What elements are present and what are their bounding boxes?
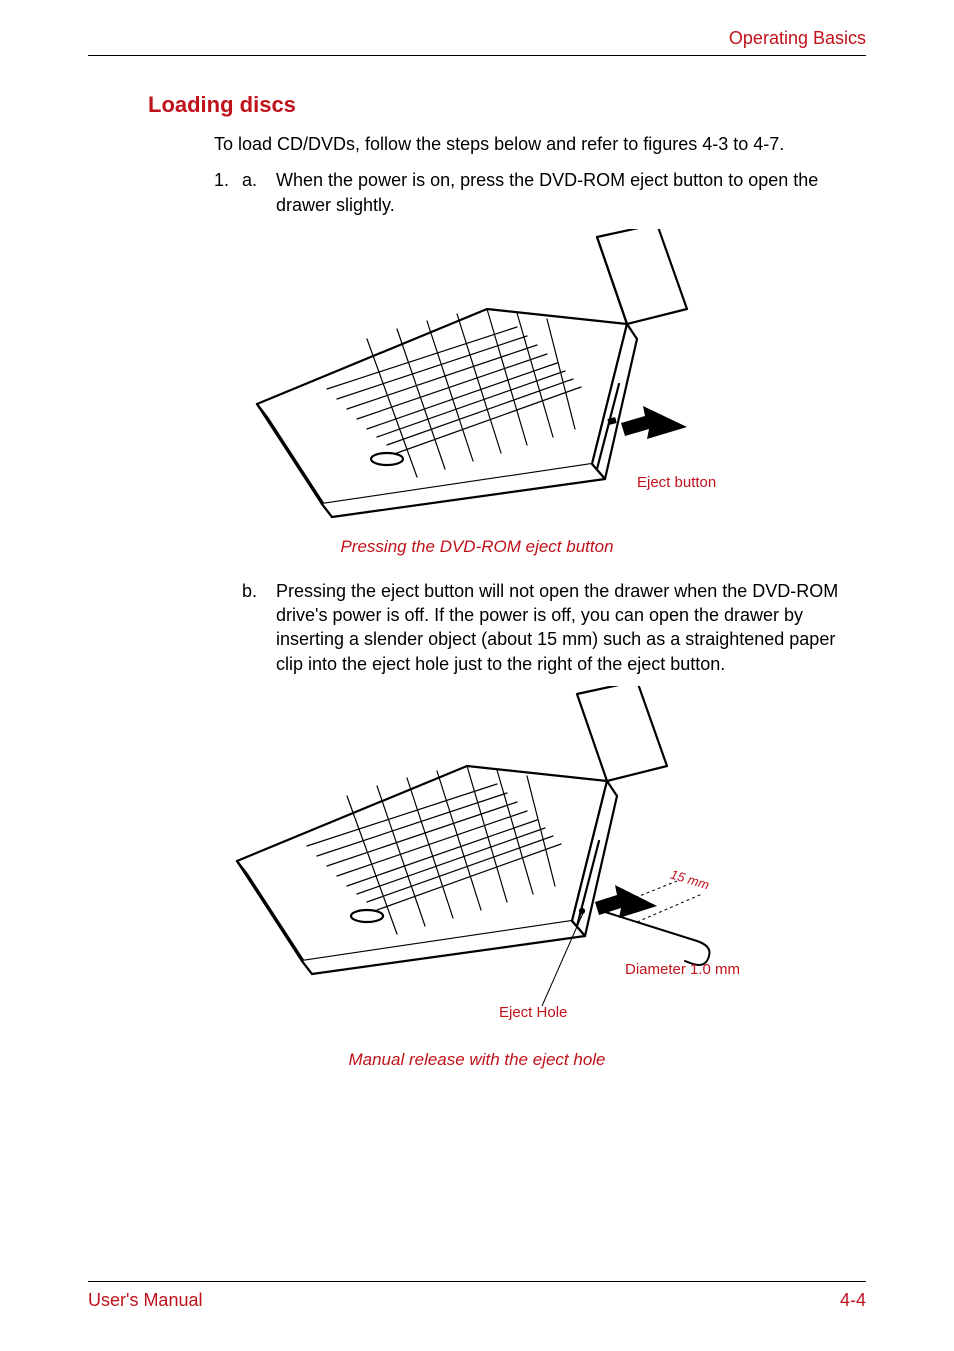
section-heading: Loading discs — [148, 92, 866, 118]
step-letter: a. — [242, 168, 276, 217]
figure-1-caption: Pressing the DVD-ROM eject button — [88, 537, 866, 557]
eject-button-label: Eject button — [637, 474, 716, 491]
figure-1: Eject button — [217, 229, 737, 529]
step-1a: 1. a. When the power is on, press the DV… — [214, 168, 866, 217]
step-body: Pressing the eject button will not open … — [276, 579, 866, 676]
diameter-label: Diameter 1.0 mm — [625, 961, 740, 978]
step-1b: b. Pressing the eject button will not op… — [214, 579, 866, 676]
footer-left: User's Manual — [88, 1290, 202, 1311]
step-letter: b. — [242, 579, 276, 676]
figure-2: 15 mm Diameter 1.0 mm Eject Hole — [207, 686, 747, 1026]
figure-2-caption: Manual release with the eject hole — [88, 1050, 866, 1070]
eject-hole-label: Eject Hole — [499, 1004, 567, 1021]
footer: User's Manual 4-4 — [88, 1281, 866, 1311]
intro-text: To load CD/DVDs, follow the steps below … — [214, 132, 866, 156]
footer-right: 4-4 — [840, 1290, 866, 1311]
header-section: Operating Basics — [88, 28, 866, 56]
step-number-blank — [214, 579, 242, 676]
step-body: When the power is on, press the DVD-ROM … — [276, 168, 866, 217]
step-number: 1. — [214, 168, 242, 217]
